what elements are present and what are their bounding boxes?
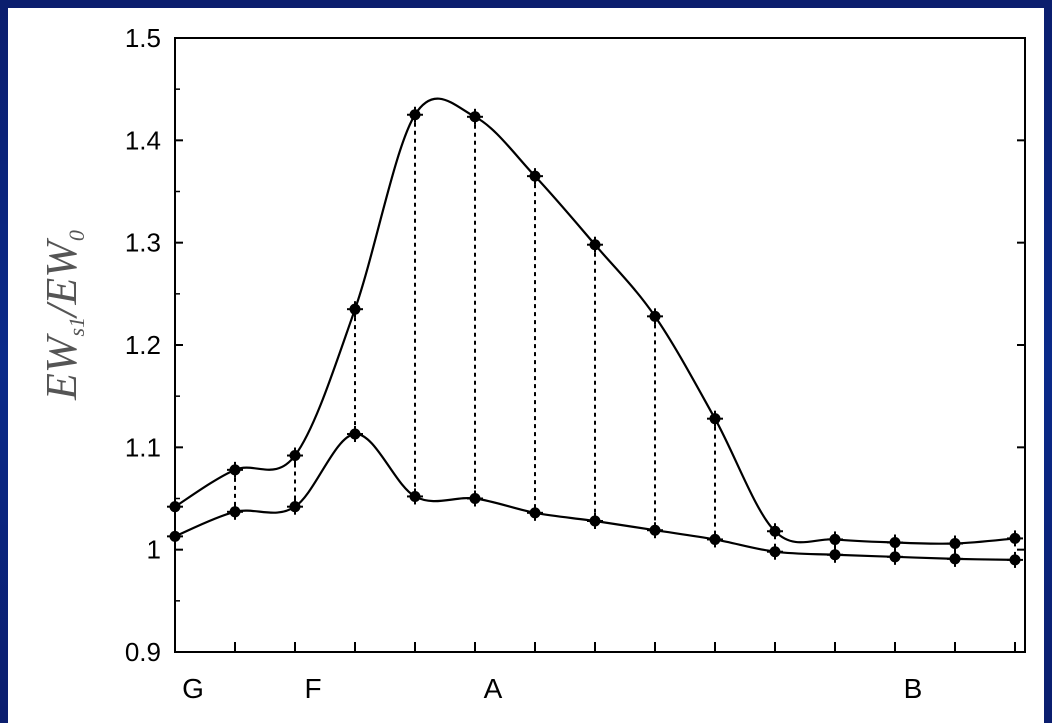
y-tick-label: 1 <box>147 535 161 565</box>
y-axis-label-slash: / <box>37 301 86 320</box>
y-axis-label-main1: EW <box>37 333 86 401</box>
data-point <box>1007 530 1023 547</box>
data-point <box>227 503 243 520</box>
data-point <box>407 488 423 505</box>
data-point <box>347 426 363 443</box>
data-point <box>707 531 723 548</box>
data-point <box>287 447 303 464</box>
data-point <box>467 490 483 507</box>
y-tick-label: 1.5 <box>125 23 161 53</box>
data-point <box>287 498 303 515</box>
data-point <box>827 546 843 563</box>
data-point <box>167 528 183 545</box>
y-axis-label-sub1: s1 <box>64 317 89 337</box>
x-category-label: F <box>304 673 321 704</box>
data-point <box>347 301 363 318</box>
data-point <box>767 523 783 540</box>
y-axis-label-main2: EW <box>37 238 86 306</box>
data-point <box>167 498 183 515</box>
y-axis-ticks: 0.9 1 1.1 1.2 1.3 1.4 1.5 <box>125 23 1025 667</box>
data-point <box>827 531 843 548</box>
data-point <box>227 461 243 478</box>
y-axis-label-sub2: 0 <box>64 230 89 241</box>
data-point <box>647 522 663 539</box>
data-point <box>527 168 543 185</box>
x-category-label: G <box>182 673 204 704</box>
series-markers <box>167 106 1023 568</box>
data-point <box>707 410 723 427</box>
data-point <box>467 108 483 125</box>
data-point <box>887 548 903 565</box>
data-point <box>647 308 663 325</box>
data-point <box>947 550 963 567</box>
y-tick-label: 1.3 <box>125 228 161 258</box>
data-point <box>767 543 783 560</box>
data-point <box>587 236 603 253</box>
data-point <box>527 504 543 521</box>
x-category-label: A <box>484 673 503 704</box>
data-point <box>407 106 423 123</box>
y-axis-label: EWs1/EW0 <box>37 230 89 401</box>
y-tick-label: 0.9 <box>125 637 161 667</box>
y-tick-label: 1.2 <box>125 330 161 360</box>
data-point <box>587 513 603 530</box>
series-lines <box>174 97 1016 561</box>
data-point <box>1007 551 1023 568</box>
y-tick-label: 1.4 <box>125 125 161 155</box>
data-point <box>887 534 903 551</box>
y-tick-label: 1.1 <box>125 432 161 462</box>
series-line-2 <box>174 432 1016 561</box>
data-point <box>947 535 963 552</box>
x-category-label: B <box>904 673 923 704</box>
dotted-connectors <box>234 114 716 540</box>
